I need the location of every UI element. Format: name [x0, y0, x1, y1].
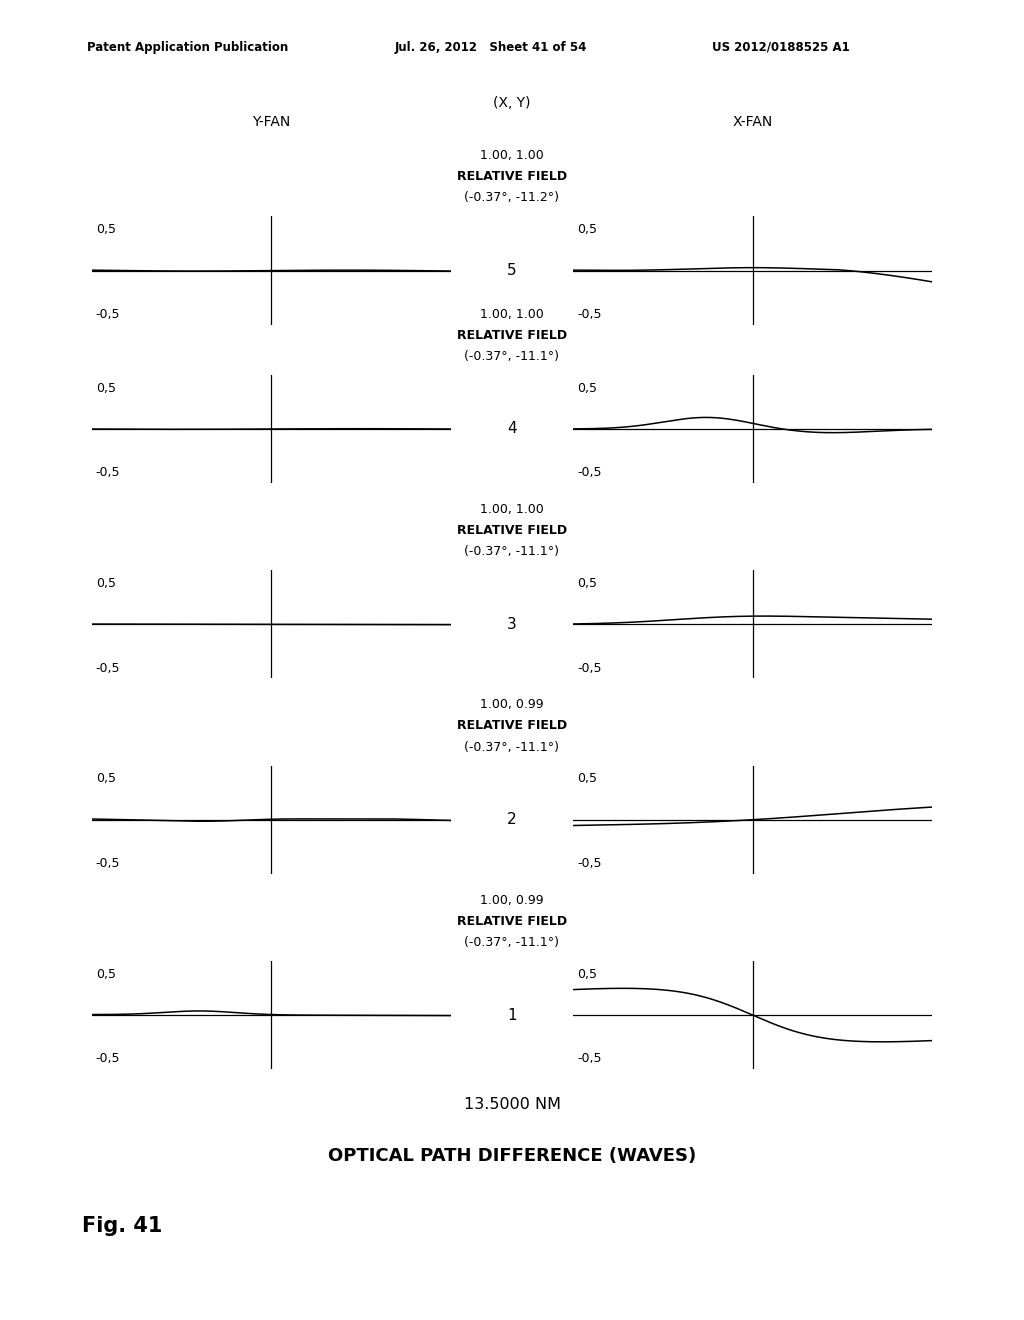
Text: Fig. 41: Fig. 41: [82, 1216, 162, 1236]
Text: 1.00, 1.00: 1.00, 1.00: [480, 308, 544, 321]
Text: (-0.37°, -11.1°): (-0.37°, -11.1°): [465, 936, 559, 949]
Text: X-FAN: X-FAN: [732, 115, 773, 129]
Text: (-0.37°, -11.1°): (-0.37°, -11.1°): [465, 545, 559, 558]
Text: 5: 5: [507, 263, 517, 279]
Text: Patent Application Publication: Patent Application Publication: [87, 41, 289, 54]
Text: 2: 2: [507, 812, 517, 828]
Text: RELATIVE FIELD: RELATIVE FIELD: [457, 329, 567, 342]
Text: RELATIVE FIELD: RELATIVE FIELD: [457, 915, 567, 928]
Text: 0,5: 0,5: [96, 968, 116, 981]
Text: -0,5: -0,5: [96, 661, 120, 675]
Text: 3: 3: [507, 616, 517, 632]
Text: US 2012/0188525 A1: US 2012/0188525 A1: [712, 41, 850, 54]
Text: 4: 4: [507, 421, 517, 437]
Text: -0,5: -0,5: [578, 661, 601, 675]
Text: 0,5: 0,5: [578, 577, 597, 590]
Text: 0,5: 0,5: [578, 223, 597, 236]
Text: -0,5: -0,5: [578, 1052, 601, 1065]
Text: -0,5: -0,5: [578, 857, 601, 870]
Text: 1.00, 0.99: 1.00, 0.99: [480, 698, 544, 711]
Text: -0,5: -0,5: [96, 857, 120, 870]
Text: 0,5: 0,5: [96, 223, 116, 236]
Text: 1.00, 1.00: 1.00, 1.00: [480, 503, 544, 516]
Text: 1.00, 1.00: 1.00, 1.00: [480, 149, 544, 162]
Text: (-0.37°, -11.1°): (-0.37°, -11.1°): [465, 741, 559, 754]
Text: 0,5: 0,5: [578, 381, 597, 395]
Text: Y-FAN: Y-FAN: [252, 115, 291, 129]
Text: Jul. 26, 2012   Sheet 41 of 54: Jul. 26, 2012 Sheet 41 of 54: [394, 41, 587, 54]
Text: RELATIVE FIELD: RELATIVE FIELD: [457, 524, 567, 537]
Text: 0,5: 0,5: [578, 968, 597, 981]
Text: (-0.37°, -11.2°): (-0.37°, -11.2°): [465, 191, 559, 205]
Text: (X, Y): (X, Y): [494, 96, 530, 111]
Text: 13.5000 NM: 13.5000 NM: [464, 1097, 560, 1111]
Text: 0,5: 0,5: [578, 772, 597, 785]
Text: RELATIVE FIELD: RELATIVE FIELD: [457, 170, 567, 183]
Text: (-0.37°, -11.1°): (-0.37°, -11.1°): [465, 350, 559, 363]
Text: OPTICAL PATH DIFFERENCE (WAVES): OPTICAL PATH DIFFERENCE (WAVES): [328, 1147, 696, 1166]
Text: 0,5: 0,5: [96, 381, 116, 395]
Text: -0,5: -0,5: [96, 1052, 120, 1065]
Text: -0,5: -0,5: [96, 308, 120, 321]
Text: 1: 1: [507, 1007, 517, 1023]
Text: 0,5: 0,5: [96, 772, 116, 785]
Text: 1.00, 0.99: 1.00, 0.99: [480, 894, 544, 907]
Text: -0,5: -0,5: [578, 308, 601, 321]
Text: -0,5: -0,5: [96, 466, 120, 479]
Text: -0,5: -0,5: [578, 466, 601, 479]
Text: 0,5: 0,5: [96, 577, 116, 590]
Text: RELATIVE FIELD: RELATIVE FIELD: [457, 719, 567, 733]
